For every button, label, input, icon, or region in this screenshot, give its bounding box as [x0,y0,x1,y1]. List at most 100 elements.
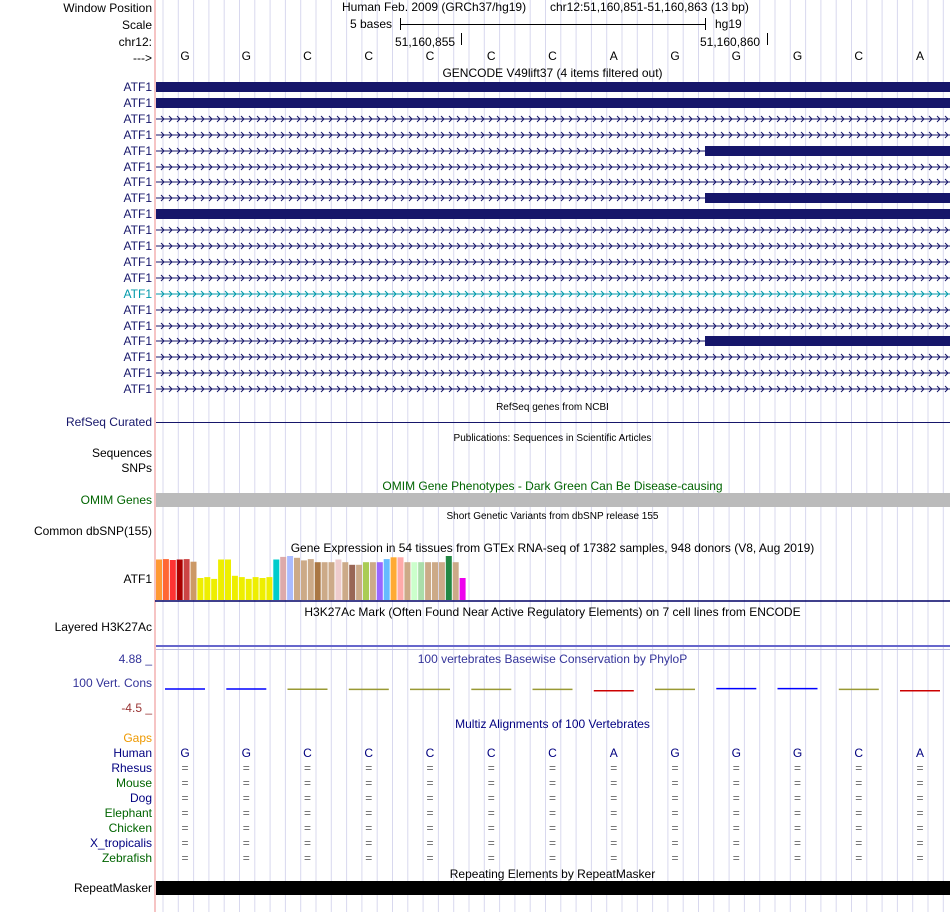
strand-arrow [456,258,461,266]
alignment-base: = [242,836,250,850]
gencode-row-label[interactable]: ATF1 [123,270,152,285]
alignment-base: = [365,836,373,850]
omim-feature[interactable] [156,493,950,507]
strand-arrow [664,322,669,329]
gencode-transcript[interactable] [155,191,950,205]
strand-arrow [256,290,261,298]
gencode-row-label[interactable]: ATF1 [123,254,152,269]
strand-arrow [920,131,925,139]
cons-label[interactable]: 100 Vert. Cons [72,676,152,690]
gtex-label[interactable]: ATF1 [123,572,152,586]
gencode-transcript[interactable] [155,160,950,174]
gencode-transcript[interactable] [155,96,950,110]
cons-chart[interactable] [155,664,950,714]
strand-arrow [648,322,653,329]
gencode-transcript[interactable] [155,207,950,221]
strand-arrow [632,306,637,313]
species-label[interactable]: Chicken [108,821,152,835]
gencode-row-label[interactable]: ATF1 [123,334,152,349]
strand-arrow [376,322,381,329]
gencode-transcript[interactable] [155,255,950,269]
strand-arrow [888,385,893,393]
strand-arrow [920,163,925,170]
gencode-row-label[interactable]: ATF1 [123,223,152,238]
gencode-row-label[interactable]: ATF1 [123,302,152,317]
strand-arrow [600,163,605,170]
gencode-transcript[interactable] [155,239,950,253]
species-label[interactable]: Zebrafish [101,851,152,865]
strand-arrow [680,194,685,202]
strand-arrow [416,194,421,202]
strand-arrow [624,274,629,282]
strand-arrow [792,353,797,361]
strand-arrow [888,115,893,123]
repeatmasker-feature[interactable] [156,881,950,895]
gencode-row-label[interactable]: ATF1 [123,175,152,190]
gencode-transcript[interactable] [155,175,950,189]
gencode-transcript[interactable] [155,144,950,158]
h3k27ac-label[interactable]: Layered H3K27Ac [54,620,152,634]
publications-label-2[interactable]: SNPs [121,461,152,475]
strand-arrow [216,115,221,123]
gencode-transcript[interactable] [155,382,950,396]
gencode-transcript[interactable] [155,287,950,301]
gencode-row-label[interactable]: ATF1 [123,80,152,94]
gencode-transcript[interactable] [155,350,950,364]
gencode-transcript[interactable] [155,334,950,348]
gencode-transcript[interactable] [155,271,950,285]
strand-arrow [584,194,589,202]
species-label[interactable]: X_tropicalis [89,836,152,850]
strand-arrow [448,163,453,170]
gencode-row-label[interactable]: ATF1 [123,366,152,381]
strand-arrow [928,274,933,282]
strand-arrow [424,306,429,313]
gencode-transcript[interactable] [155,80,950,94]
dbsnp-label[interactable]: Common dbSNP(155) [33,524,152,538]
gencode-row-label[interactable]: ATF1 [123,111,152,126]
strand-arrow [840,226,845,234]
strand-arrow [184,179,189,186]
gencode-row-label[interactable]: ATF1 [123,286,152,301]
strand-arrow [584,179,589,186]
strand-arrow [320,290,325,298]
gencode-row-label[interactable]: ATF1 [123,127,152,142]
gencode-transcript[interactable] [155,366,950,380]
strand-arrow [784,290,789,298]
species-label[interactable]: Dog [129,791,152,805]
strand-arrow [904,131,909,139]
gencode-row-label[interactable]: ATF1 [123,207,152,222]
omim-label[interactable]: OMIM Genes [80,493,152,507]
h3k27ac-signal[interactable] [156,645,950,647]
gencode-row-label[interactable]: ATF1 [123,239,152,253]
gencode-transcript[interactable] [155,303,950,317]
strand-arrow [696,194,701,202]
refseq-line[interactable] [156,422,950,423]
species-label[interactable]: Human [113,746,152,760]
strand-arrow [856,322,861,329]
gtex-bar-chart[interactable] [155,555,950,602]
strand-arrow [456,306,461,313]
refseq-label[interactable]: RefSeq Curated [65,415,152,429]
species-label[interactable]: Mouse [115,776,152,790]
gencode-row-label[interactable]: ATF1 [123,95,152,110]
gencode-transcript[interactable] [155,319,950,333]
gencode-transcript[interactable] [155,223,950,237]
gencode-transcript[interactable] [155,128,950,142]
gencode-row-label[interactable]: ATF1 [123,382,152,397]
gencode-row-label[interactable]: ATF1 [123,159,152,174]
gencode-row-label[interactable]: ATF1 [123,143,152,158]
species-label[interactable]: Rhesus [111,761,152,775]
strand-arrow [328,353,333,361]
species-label[interactable]: Elephant [104,806,152,820]
strand-arrow [600,306,605,313]
gencode-row-label[interactable]: ATF1 [123,318,152,333]
gencode-row-label[interactable]: ATF1 [123,191,152,206]
alignment-base: = [426,851,434,865]
strand-arrow [264,163,269,170]
gencode-row-label[interactable]: ATF1 [123,350,152,365]
publications-label-1[interactable]: Sequences [91,446,152,460]
repeatmasker-label[interactable]: RepeatMasker [73,881,152,895]
gencode-transcript[interactable] [155,112,950,126]
alignment-base: = [793,836,801,850]
